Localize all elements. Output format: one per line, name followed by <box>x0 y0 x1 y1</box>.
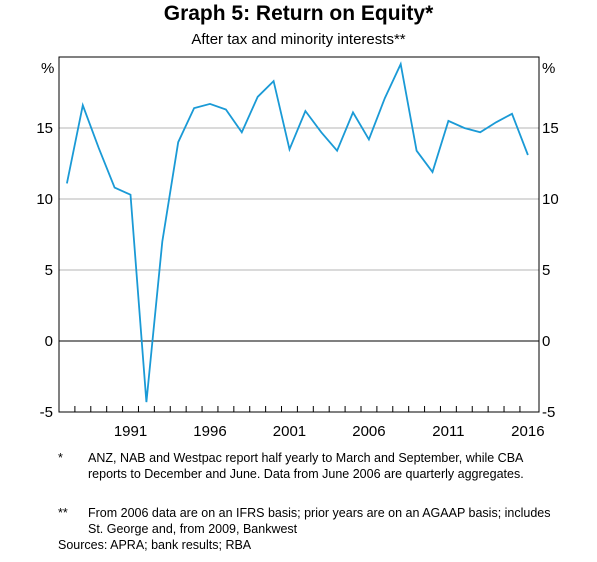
y-tick-label-left: 10 <box>36 191 53 208</box>
x-tick-label: 2006 <box>352 423 385 440</box>
y-tick-label-right: 5 <box>542 262 550 279</box>
y-unit-right: % <box>542 60 555 77</box>
chart-title: Graph 5: Return on Equity* <box>163 2 434 25</box>
x-tick-label: 2001 <box>273 423 306 440</box>
y-tick-label-right: 10 <box>542 191 559 208</box>
x-tick-label: 2016 <box>511 423 544 440</box>
footnote-1-text: ANZ, NAB and Westpac report half yearly … <box>88 451 524 481</box>
plot-frame <box>58 56 540 413</box>
footnote-1-mark: * <box>58 451 63 465</box>
x-ticks <box>74 406 521 412</box>
y-tick-label-left: 5 <box>45 262 53 279</box>
x-tick-label: 2011 <box>432 423 464 440</box>
y-tick-label-left: -5 <box>40 404 53 421</box>
x-labels: 1991 1996 2001 2006 2011 2016 <box>114 423 545 440</box>
y-tick-label-right: -5 <box>542 404 555 421</box>
y-labels: -5 -5 0 0 5 5 10 10 15 15 <box>36 120 558 421</box>
y-tick-label-right: 15 <box>542 120 559 137</box>
sources-note: Sources: APRA; bank results; RBA <box>58 538 252 552</box>
x-tick-label: 1996 <box>193 423 226 440</box>
y-tick-label-right: 0 <box>542 333 550 350</box>
footnote-2-mark: ** <box>58 506 68 520</box>
series-line-roe <box>66 61 529 403</box>
y-tick-label-left: 15 <box>36 120 53 137</box>
footnote-2-text: From 2006 data are on an IFRS basis; pri… <box>88 506 551 536</box>
chart-subtitle: After tax and minority interests** <box>191 31 406 48</box>
y-unit-left: % <box>41 60 54 77</box>
y-tick-label-left: 0 <box>45 333 53 350</box>
series-group <box>66 61 529 403</box>
x-tick-label: 1991 <box>114 423 147 440</box>
